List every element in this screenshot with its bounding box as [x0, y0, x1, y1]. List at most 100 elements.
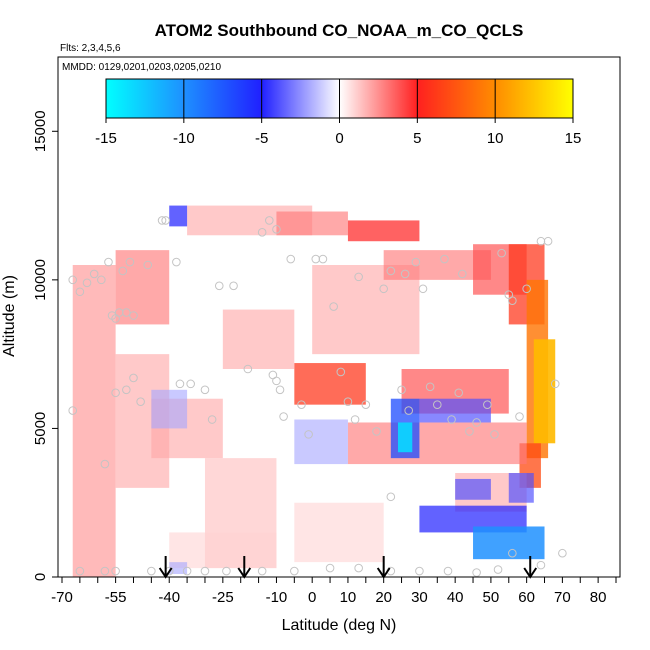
data-point	[243, 364, 253, 374]
data-point	[418, 284, 428, 294]
data-point	[100, 459, 110, 469]
heat-cell	[294, 502, 384, 563]
data-point	[229, 281, 238, 291]
heat-cell	[347, 220, 420, 242]
heat-cell	[222, 309, 295, 369]
data-point	[336, 367, 346, 377]
data-point	[490, 430, 499, 439]
data-point	[161, 216, 170, 225]
heat-cell	[455, 478, 491, 500]
x-tick-label: 30	[411, 589, 428, 606]
data-point	[536, 560, 546, 570]
x-tick-label: -10	[266, 589, 288, 606]
data-point	[443, 566, 453, 576]
dates-label: MMDD: 0129,0201,0203,0205,0210	[62, 62, 221, 73]
data-point	[89, 269, 99, 279]
data-point	[75, 287, 85, 297]
x-axis-label: Latitude (deg N)	[282, 617, 397, 634]
plot-area	[72, 205, 556, 577]
heat-cell	[115, 250, 170, 325]
data-point	[175, 379, 185, 389]
data-point	[265, 216, 274, 225]
data-point	[483, 400, 492, 409]
x-tick-label: 50	[483, 589, 500, 606]
data-point	[100, 566, 110, 576]
colorbar-tick-label: 15	[565, 130, 582, 147]
colorbar-tick-label: 5	[413, 130, 421, 147]
colorbar-tick-label: -10	[173, 130, 195, 147]
data-point	[125, 257, 135, 267]
data-point	[111, 388, 120, 398]
data-point	[472, 418, 481, 427]
heat-cell	[397, 422, 413, 453]
data-point	[129, 311, 138, 320]
data-point	[290, 566, 299, 576]
data-point	[354, 563, 363, 573]
data-point	[425, 382, 435, 392]
y-tick-label: 15000	[32, 110, 49, 152]
data-point	[558, 548, 567, 558]
heat-cell	[276, 211, 348, 236]
data-point	[497, 248, 506, 258]
data-point	[200, 385, 210, 395]
data-point	[118, 266, 128, 276]
data-point	[279, 412, 288, 421]
data-point	[404, 406, 413, 415]
data-point	[68, 406, 78, 415]
data-point	[361, 400, 371, 409]
colorbar-tick-label: -5	[255, 130, 268, 147]
data-point	[136, 397, 145, 406]
data-point	[272, 225, 281, 234]
data-point	[415, 566, 424, 576]
data-point	[111, 566, 120, 576]
x-tick-label: 20	[375, 589, 392, 606]
x-tick-label: -55	[105, 589, 127, 606]
data-point	[440, 254, 449, 264]
data-point	[411, 257, 421, 267]
heat-cell	[533, 339, 556, 444]
data-point	[493, 565, 503, 574]
data-point	[222, 566, 231, 576]
data-point	[122, 308, 131, 317]
data-point	[186, 379, 195, 389]
data-point	[304, 430, 313, 439]
data-point	[550, 379, 560, 389]
data-point	[129, 373, 138, 383]
data-point	[536, 236, 546, 246]
data-point	[329, 302, 338, 311]
data-point	[379, 284, 388, 294]
heat-cell	[294, 419, 348, 465]
y-tick-label: 0	[32, 573, 49, 581]
x-tick-label: 80	[590, 589, 607, 606]
data-point	[172, 257, 181, 267]
data-point	[143, 260, 153, 270]
chart-title: ATOM2 Southbound CO_NOAA_m_CO_QCLS	[155, 21, 524, 40]
colorbar: -15 -10 -5 0 5 10 15	[95, 78, 582, 147]
heat-cell	[508, 473, 534, 503]
data-point	[275, 385, 285, 395]
data-point	[350, 415, 360, 424]
data-point	[318, 254, 328, 264]
data-point	[400, 269, 410, 279]
data-point	[343, 397, 353, 406]
data-point	[397, 385, 406, 395]
data-point	[75, 566, 85, 576]
x-tick-label: 70	[554, 589, 571, 606]
data-point	[122, 385, 131, 395]
data-point	[214, 281, 224, 291]
data-point	[522, 284, 531, 294]
data-point	[182, 566, 192, 576]
colorbar-tick-label: 10	[487, 130, 504, 147]
heat-cell	[169, 562, 188, 575]
data-point	[465, 427, 474, 436]
heat-cell	[347, 422, 527, 465]
y-axis: 0 5000 10000 15000	[32, 110, 59, 581]
heat-cell	[419, 398, 491, 423]
data-point	[68, 275, 78, 285]
x-tick-label: -25	[212, 589, 234, 606]
data-point	[386, 266, 396, 276]
data-point	[447, 415, 456, 424]
data-point	[104, 257, 113, 267]
heat-cell	[151, 389, 188, 429]
